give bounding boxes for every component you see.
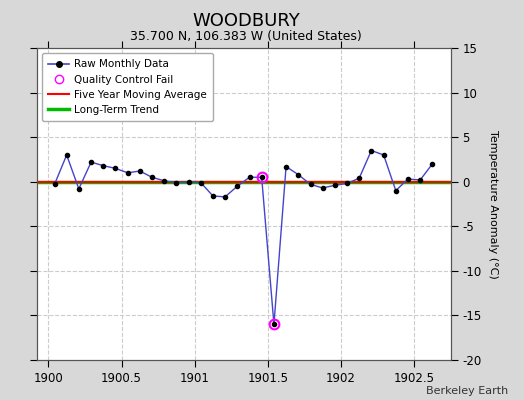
Text: 35.700 N, 106.383 W (United States): 35.700 N, 106.383 W (United States) xyxy=(130,30,362,43)
Y-axis label: Temperature Anomaly (°C): Temperature Anomaly (°C) xyxy=(488,130,498,278)
Legend: Raw Monthly Data, Quality Control Fail, Five Year Moving Average, Long-Term Tren: Raw Monthly Data, Quality Control Fail, … xyxy=(42,53,213,121)
Text: Berkeley Earth: Berkeley Earth xyxy=(426,386,508,396)
Text: WOODBURY: WOODBURY xyxy=(192,12,300,30)
